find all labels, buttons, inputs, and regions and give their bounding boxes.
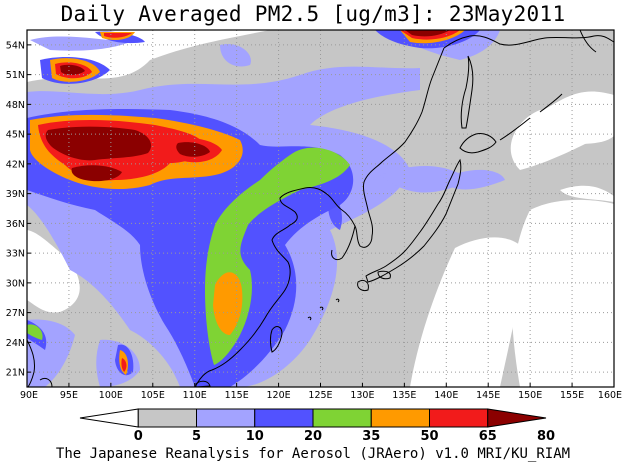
pm25-level-35-50 bbox=[27, 147, 350, 365]
lon-tick-label: 105E bbox=[141, 390, 165, 401]
lat-tick-label: 24N bbox=[6, 338, 25, 349]
lon-tick-label: 150E bbox=[518, 390, 542, 401]
lon-tick-label: 160E bbox=[598, 390, 622, 401]
color-bar-label: 20 bbox=[304, 429, 322, 444]
longitude-tick-labels: 90E 95E 100E 105E 110E 115E 120E 125E 130E 135E 14… bbox=[20, 383, 622, 401]
lon-tick-label: 125E bbox=[308, 390, 332, 401]
lon-tick-label: 115E bbox=[225, 390, 249, 401]
latitude-tick-labels: 21N 24N 27N 30N 33N 36N 39N 42N 45N 48N 51N 54N bbox=[6, 40, 31, 379]
lat-tick-label: 48N bbox=[6, 100, 25, 111]
color-bar-label: 35 bbox=[362, 429, 380, 444]
color-bar-label: 80 bbox=[537, 429, 555, 444]
lon-tick-label: 140E bbox=[434, 390, 458, 401]
lat-tick-label: 51N bbox=[6, 70, 25, 81]
lon-tick-label: 110E bbox=[183, 390, 207, 401]
color-bar-label: 0 bbox=[134, 429, 143, 444]
color-bar-swatch bbox=[370, 408, 430, 428]
color-bar-swatch bbox=[429, 408, 489, 428]
lat-tick-label: 42N bbox=[6, 159, 25, 170]
color-bar-label: 65 bbox=[479, 429, 497, 444]
lon-tick-label: 90E bbox=[20, 390, 38, 401]
lat-tick-label: 54N bbox=[6, 40, 25, 51]
lat-tick-label: 30N bbox=[6, 278, 25, 289]
lon-tick-label: 145E bbox=[476, 390, 500, 401]
lat-tick-label: 33N bbox=[6, 249, 25, 260]
color-bar-label: 50 bbox=[420, 429, 438, 444]
color-bar-swatch bbox=[254, 408, 314, 428]
footer-credit: The Japanese Reanalysis for Aerosol (JRA… bbox=[55, 446, 571, 462]
lon-tick-label: 95E bbox=[60, 390, 78, 401]
lat-tick-label: 21N bbox=[6, 368, 25, 379]
lon-tick-label: 100E bbox=[99, 390, 123, 401]
lon-tick-label: 120E bbox=[267, 390, 291, 401]
lat-tick-label: 36N bbox=[6, 219, 25, 230]
color-bar-swatch bbox=[137, 408, 197, 428]
lat-tick-label: 27N bbox=[6, 308, 25, 319]
color-bar-swatch bbox=[196, 408, 256, 428]
color-bar: 0 5 10 20 35 50 65 80 bbox=[79, 408, 555, 444]
coastlines bbox=[27, 30, 614, 387]
color-bar-label: 10 bbox=[246, 429, 264, 444]
lon-tick-label: 135E bbox=[392, 390, 416, 401]
lat-tick-label: 39N bbox=[6, 189, 25, 200]
color-bar-swatch bbox=[79, 408, 139, 428]
lon-tick-label: 155E bbox=[560, 390, 584, 401]
pm25-level-80-plus bbox=[45, 30, 450, 182]
color-bar-swatch bbox=[487, 408, 547, 428]
color-bar-swatch bbox=[312, 408, 372, 428]
lon-tick-label: 130E bbox=[350, 390, 374, 401]
color-bar-label: 5 bbox=[192, 429, 201, 444]
concentration-field bbox=[27, 30, 614, 387]
map-title: Daily Averaged PM2.5 [ug/m3]: 23May2011 bbox=[60, 2, 566, 26]
lat-tick-label: 45N bbox=[6, 130, 25, 141]
pm25-level-0-5 bbox=[27, 91, 614, 387]
